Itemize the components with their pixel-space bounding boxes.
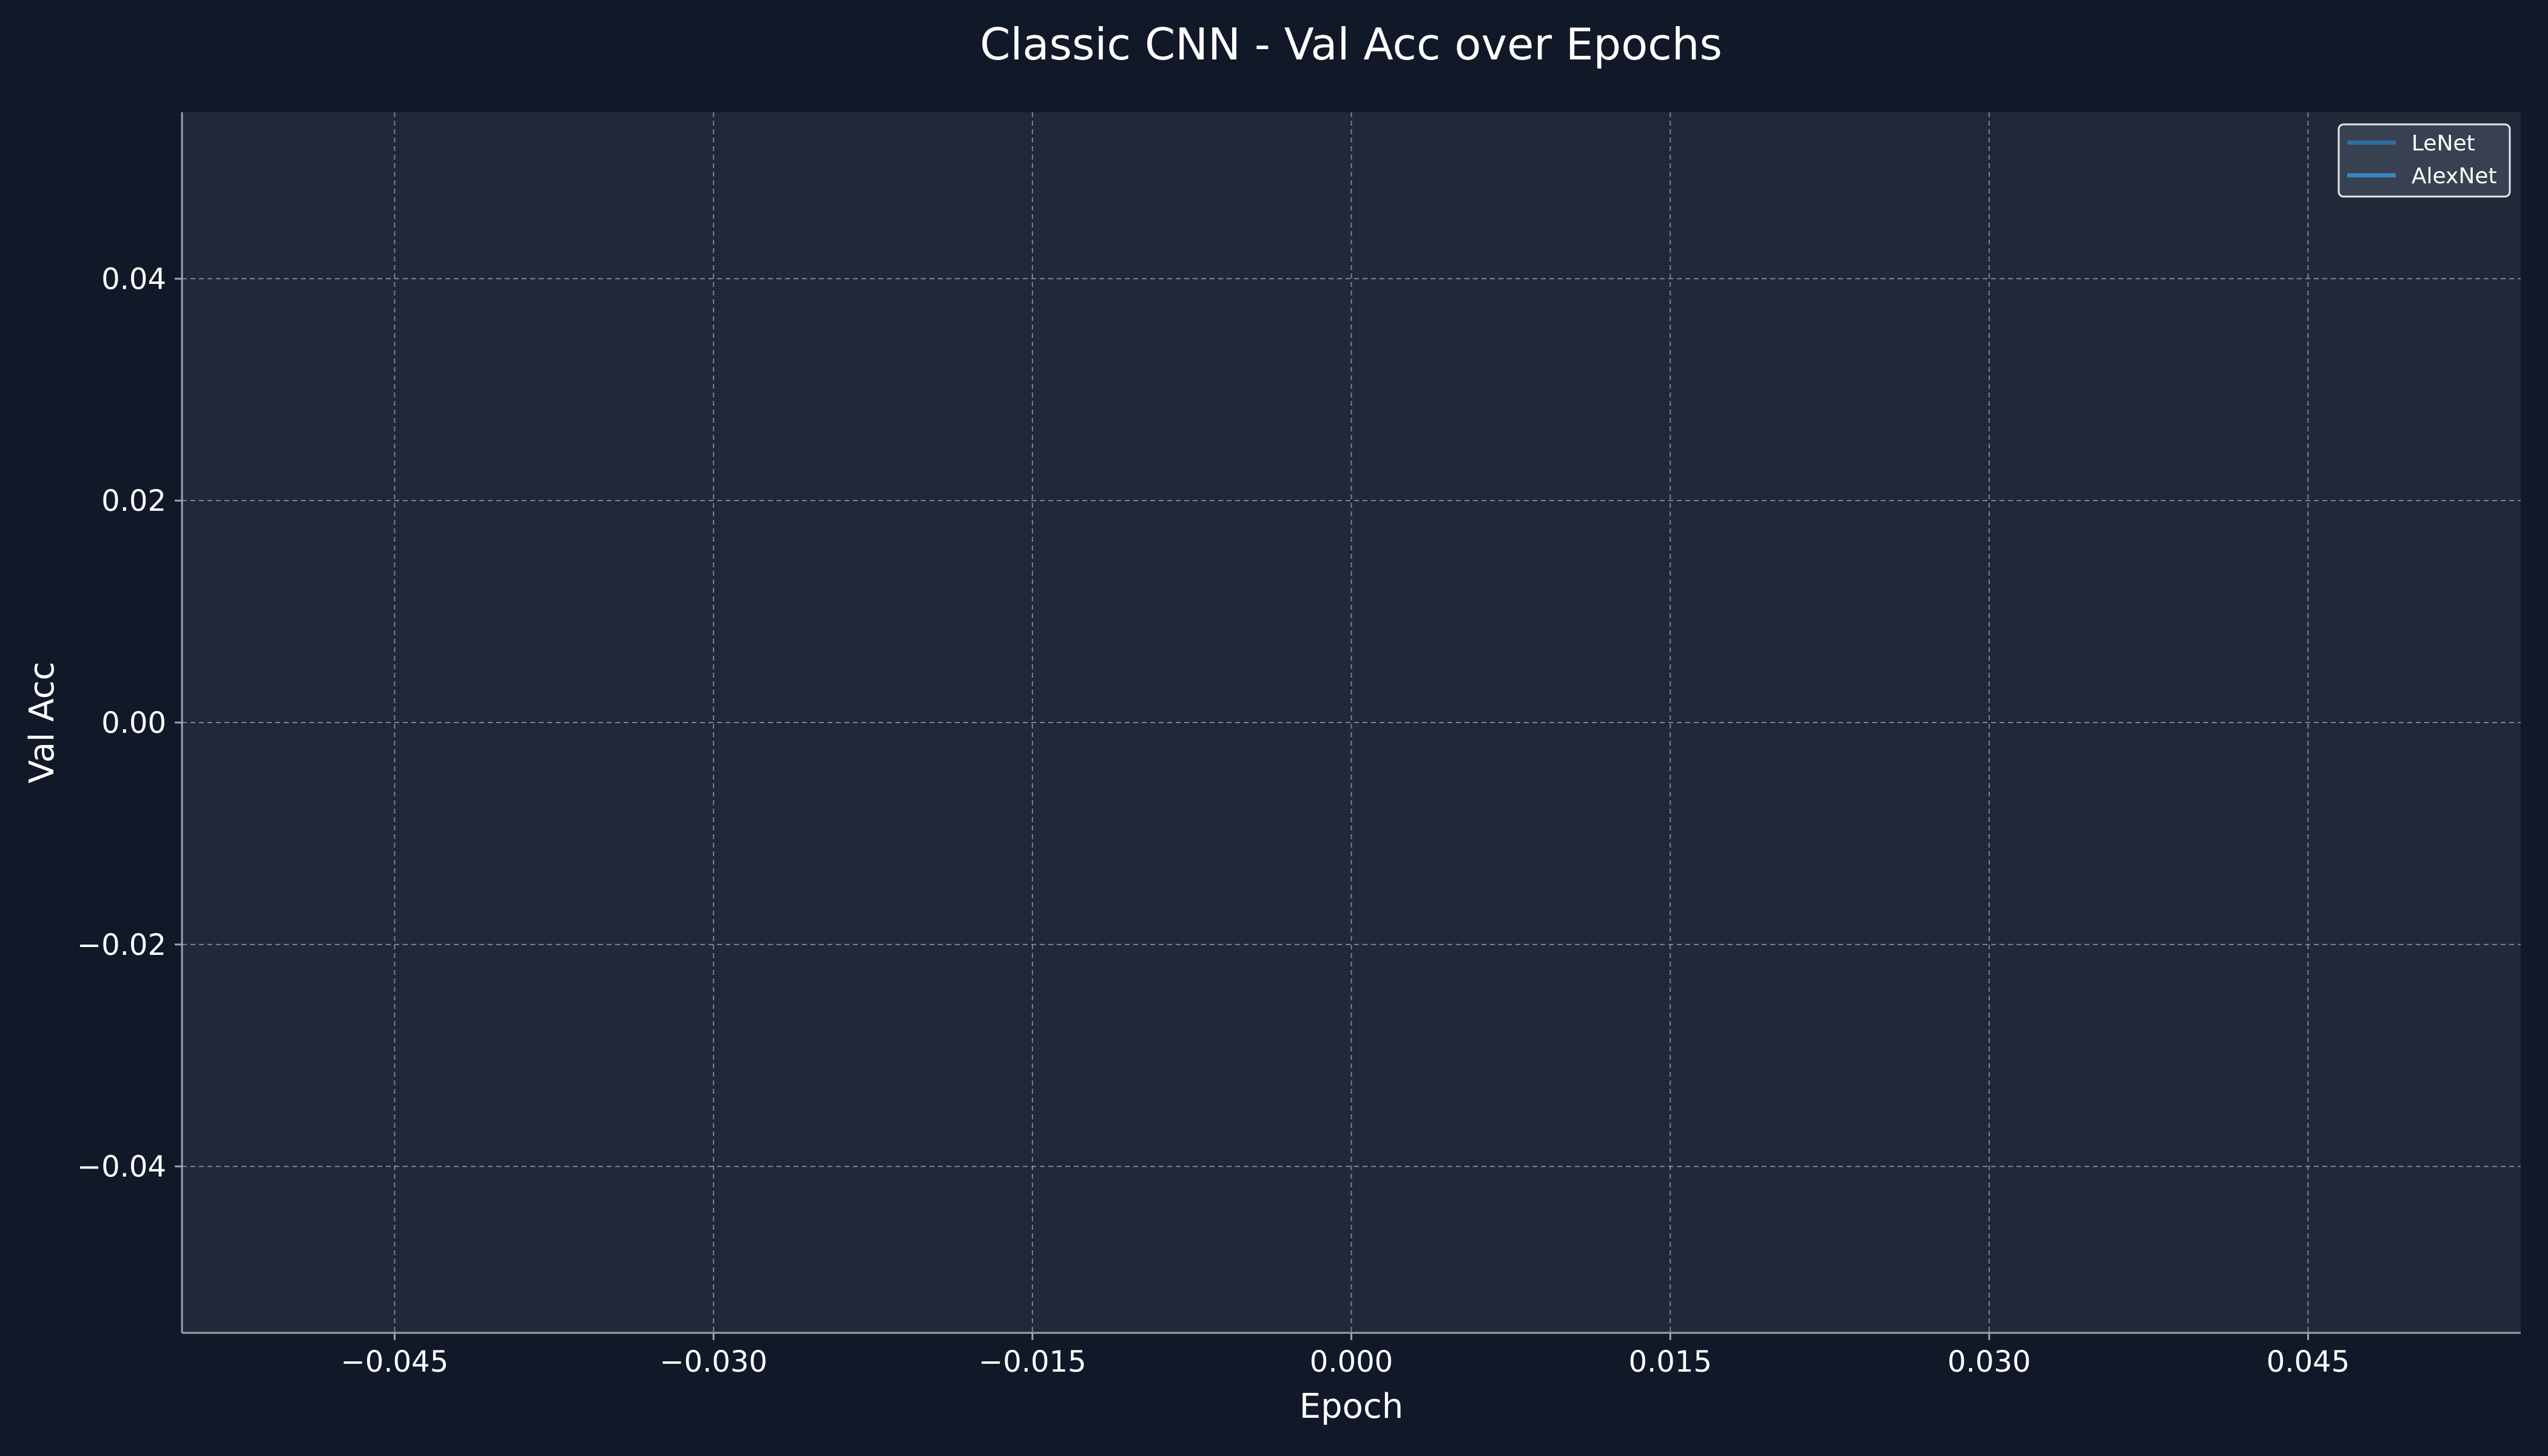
y-axis-label: Val Acc xyxy=(22,662,62,784)
x-tick-label: 0.015 xyxy=(1628,1345,1711,1379)
legend-label: LeNet xyxy=(2412,131,2475,156)
y-tick-label: −0.02 xyxy=(77,928,166,962)
y-tick-label: 0.02 xyxy=(101,484,166,518)
y-tick-label: 0.04 xyxy=(101,262,166,296)
x-tick-label: 0.030 xyxy=(1947,1345,2031,1379)
x-tick-label: −0.030 xyxy=(659,1345,767,1379)
y-tick-label: 0.00 xyxy=(101,706,166,740)
y-tick-label: −0.04 xyxy=(77,1150,166,1184)
x-axis-label: Epoch xyxy=(1299,1387,1403,1426)
chart-title: Classic CNN - Val Acc over Epochs xyxy=(980,19,1722,70)
legend: LeNet AlexNet xyxy=(2337,123,2511,198)
x-axis-ticks: −0.045 −0.030 −0.015 0.000 0.015 0.030 0.045 xyxy=(341,1333,2350,1379)
x-tick-label: 0.045 xyxy=(2267,1345,2350,1379)
x-tick-label: −0.045 xyxy=(341,1345,449,1379)
legend-label: AlexNet xyxy=(2412,164,2497,189)
x-tick-label: −0.015 xyxy=(979,1345,1087,1379)
y-axis-ticks: 0.04 0.02 0.00 −0.02 −0.04 xyxy=(77,262,182,1184)
grid-lines xyxy=(182,112,2521,1333)
x-tick-label: 0.000 xyxy=(1310,1345,1393,1379)
